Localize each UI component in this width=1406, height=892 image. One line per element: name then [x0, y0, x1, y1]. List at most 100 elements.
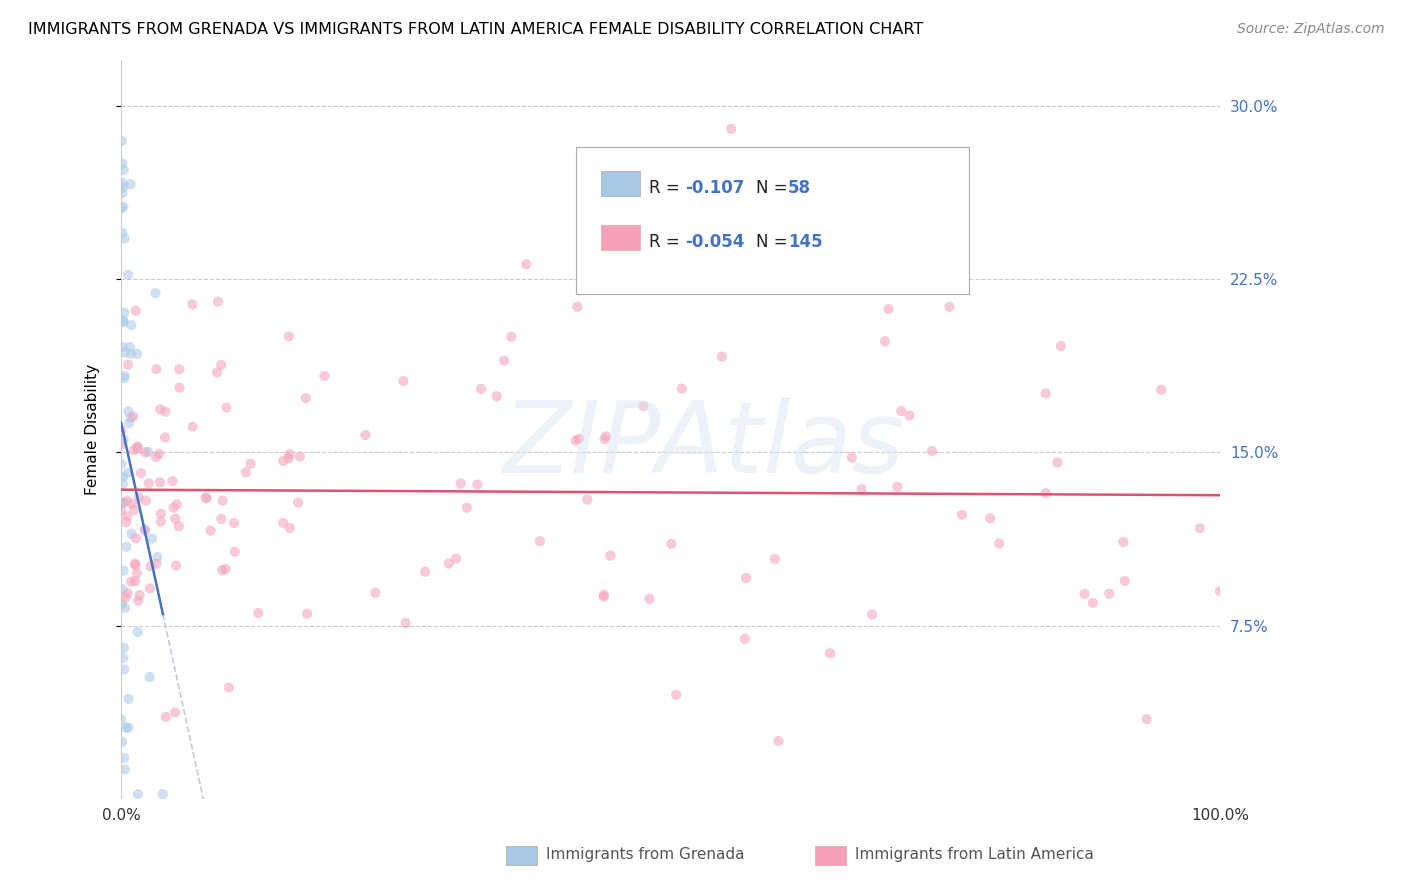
Point — [120, 347, 142, 361]
Point — [768, 734, 790, 748]
Point — [222, 516, 245, 530]
Point — [593, 432, 616, 446]
Point — [115, 493, 138, 508]
Point — [205, 365, 228, 379]
Point — [112, 640, 135, 655]
Point — [211, 563, 233, 577]
Point — [295, 607, 318, 621]
Point — [111, 176, 134, 190]
Point — [112, 314, 135, 328]
Point — [117, 404, 139, 418]
Point — [110, 457, 132, 471]
Point — [162, 474, 184, 488]
Point — [124, 574, 146, 588]
Point — [950, 508, 973, 522]
Point — [112, 495, 135, 509]
Point — [979, 511, 1001, 525]
Point — [111, 340, 134, 354]
Point — [515, 257, 537, 271]
Point — [117, 721, 139, 735]
Point — [886, 480, 908, 494]
Point — [149, 402, 172, 417]
Point — [209, 358, 232, 372]
Point — [166, 497, 188, 511]
Point — [111, 226, 134, 240]
Point — [877, 301, 900, 316]
Point — [851, 482, 873, 496]
Point — [128, 588, 150, 602]
Point — [413, 565, 436, 579]
Point — [288, 450, 311, 464]
Point — [115, 721, 138, 735]
Point — [118, 416, 141, 430]
Point — [1073, 587, 1095, 601]
Point — [112, 496, 135, 510]
Point — [125, 531, 148, 545]
Point — [890, 404, 912, 418]
Point — [218, 681, 240, 695]
Point — [529, 534, 551, 549]
Point — [111, 156, 134, 170]
Point — [1035, 386, 1057, 401]
Point — [181, 419, 204, 434]
Point — [127, 594, 149, 608]
Point — [437, 557, 460, 571]
Point — [115, 540, 138, 554]
Point — [277, 451, 299, 466]
Point — [239, 457, 262, 471]
Point — [165, 511, 187, 525]
Point — [112, 564, 135, 578]
Point — [124, 558, 146, 572]
Point — [114, 591, 136, 605]
Text: -0.054: -0.054 — [686, 233, 745, 251]
Point — [112, 750, 135, 764]
Point — [671, 382, 693, 396]
Point — [599, 549, 621, 563]
Point — [122, 409, 145, 424]
Point — [112, 180, 135, 194]
Point — [112, 371, 135, 385]
Point — [710, 350, 733, 364]
Point — [456, 500, 478, 515]
Point — [117, 268, 139, 282]
Text: Immigrants from Grenada: Immigrants from Grenada — [546, 847, 744, 862]
Point — [595, 429, 617, 443]
Point — [818, 646, 841, 660]
Point — [169, 381, 191, 395]
Point — [115, 515, 138, 529]
Point — [873, 334, 896, 349]
Text: IMMIGRANTS FROM GRENADA VS IMMIGRANTS FROM LATIN AMERICA FEMALE DISABILITY CORRE: IMMIGRANTS FROM GRENADA VS IMMIGRANTS FR… — [28, 22, 924, 37]
Point — [138, 670, 160, 684]
Point — [139, 582, 162, 596]
Point — [111, 202, 134, 216]
Point — [117, 466, 139, 480]
Point — [112, 306, 135, 320]
Point — [145, 286, 167, 301]
Text: ZIPAtlas: ZIPAtlas — [502, 398, 904, 494]
Point — [149, 475, 172, 490]
Point — [120, 177, 142, 191]
Point — [200, 524, 222, 538]
Point — [921, 444, 943, 458]
Point — [112, 163, 135, 178]
Point — [110, 503, 132, 517]
Point — [898, 409, 921, 423]
Point — [124, 557, 146, 571]
Point — [112, 200, 135, 214]
Point — [568, 432, 591, 446]
Point — [665, 688, 688, 702]
Point — [567, 300, 589, 314]
Point — [720, 122, 742, 136]
Point — [111, 582, 134, 597]
Point — [194, 491, 217, 505]
Point — [763, 552, 786, 566]
Point — [111, 186, 134, 201]
Point — [314, 368, 336, 383]
Point — [148, 447, 170, 461]
Point — [1050, 339, 1073, 353]
Point — [277, 329, 299, 343]
Point — [576, 492, 599, 507]
Point — [215, 401, 238, 415]
Point — [988, 536, 1011, 550]
Point — [593, 588, 616, 602]
